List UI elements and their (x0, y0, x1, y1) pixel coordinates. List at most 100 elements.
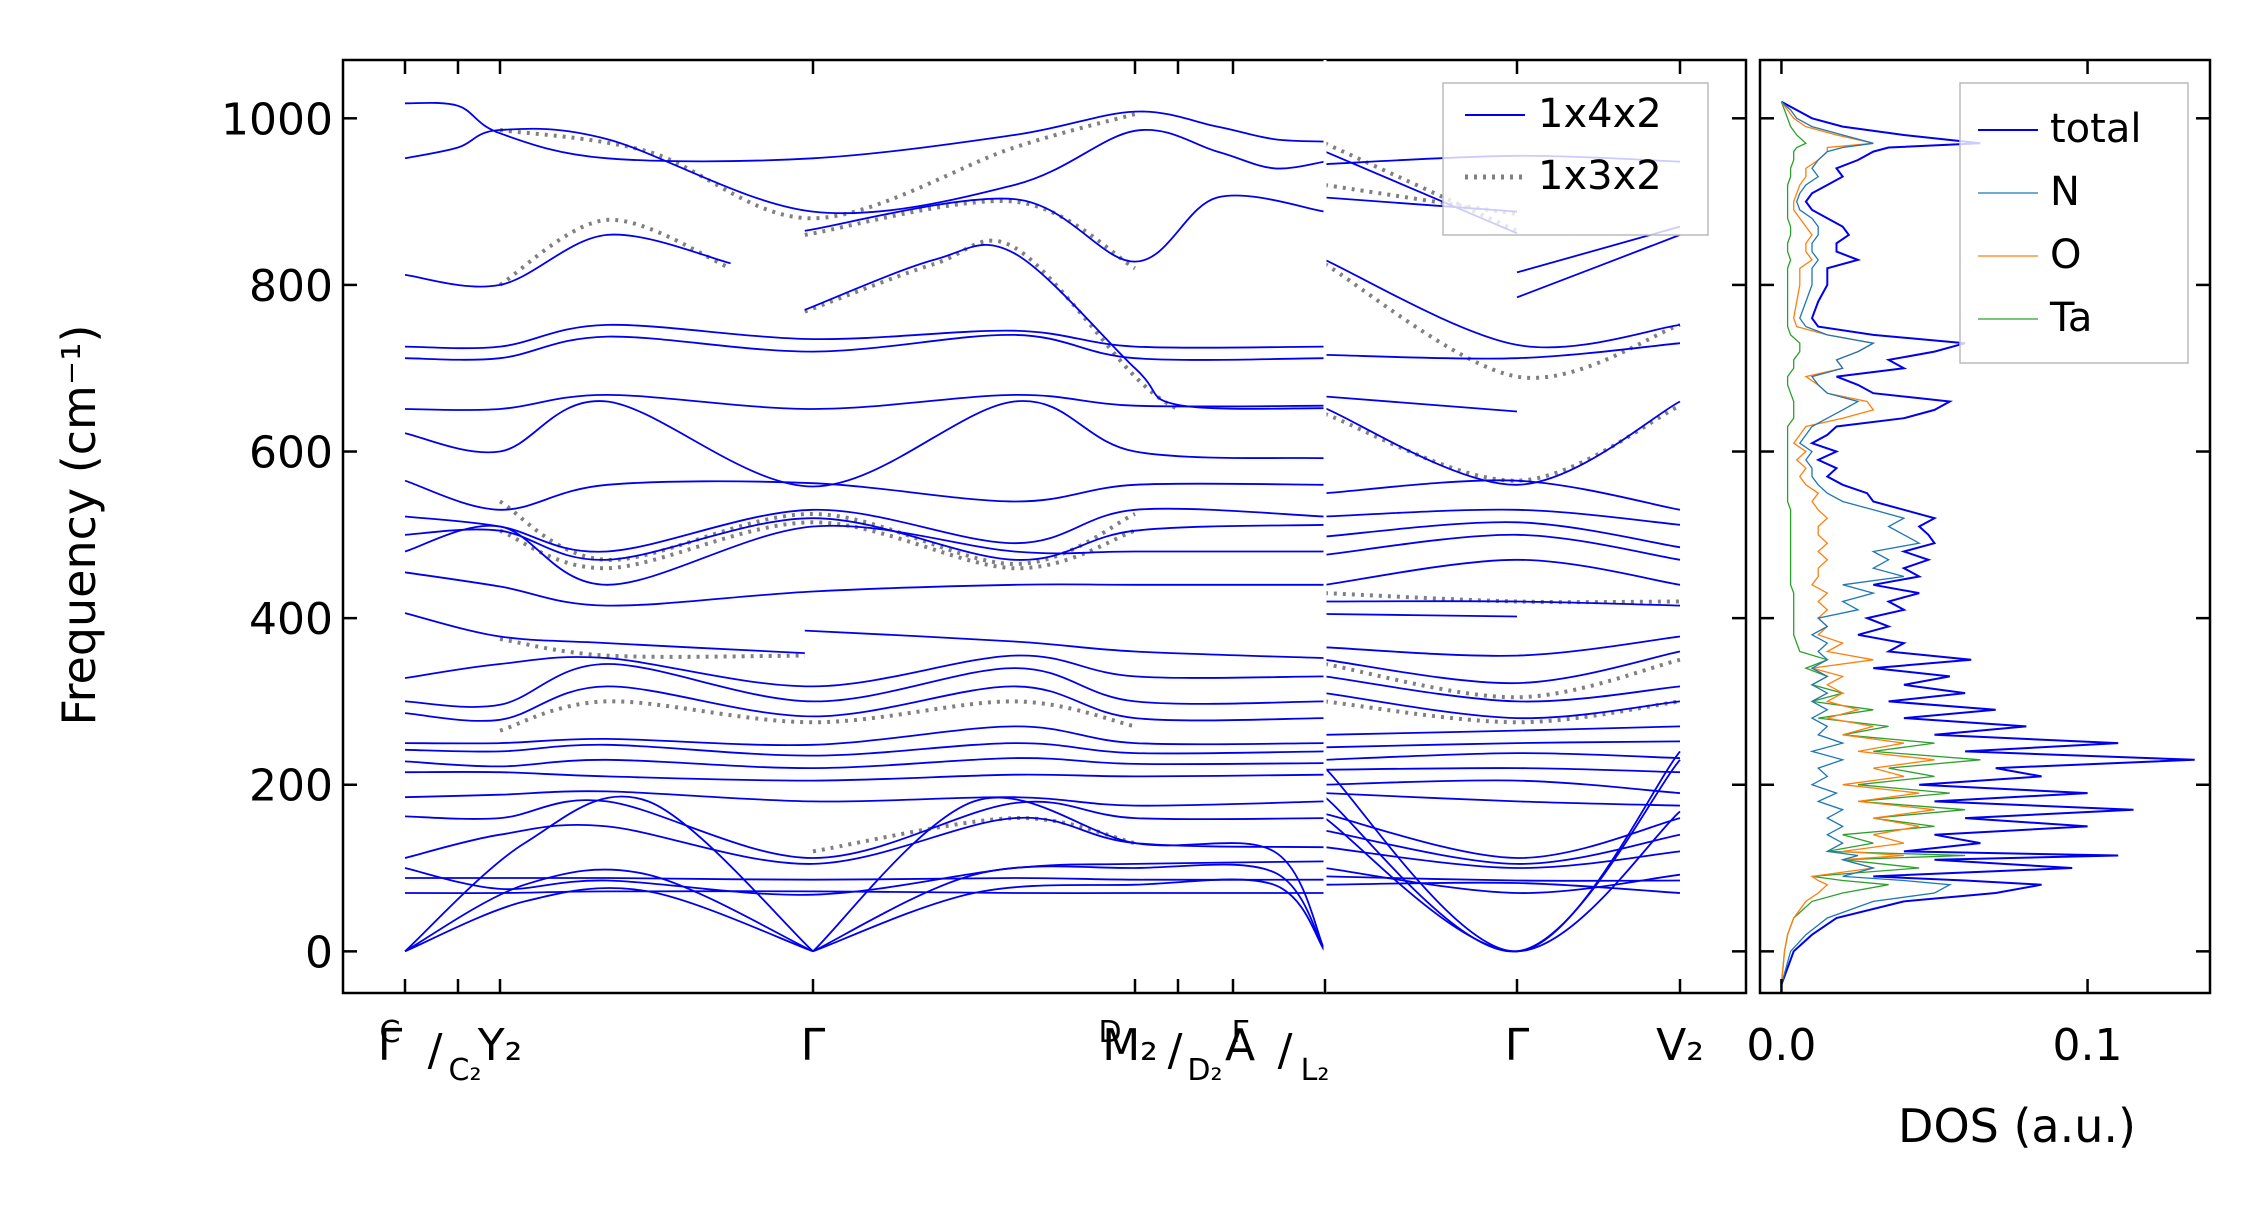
band-line-1x4x2-69 (1324, 810, 1681, 953)
band-line-1x4x2-42 (1324, 395, 1518, 413)
band-line-1x4x2-0 (404, 101, 1326, 163)
band-line-1x4x2-55 (1324, 725, 1681, 736)
x-tick-label-2: Γ (801, 1020, 826, 1071)
dos-line-Ta (1780, 101, 1981, 985)
band-line-1x4x2-57 (1324, 752, 1681, 761)
band-line-1x4x2-61 (1324, 813, 1681, 859)
band-line-1x4x2-29 (404, 795, 814, 952)
band-line-1x3x2-0 (499, 112, 1136, 221)
x-tick-label-5-main: Γ (1505, 1020, 1530, 1071)
band-line-1x4x2-23 (404, 790, 1326, 807)
band-line-1x4x2-17 (404, 663, 1326, 708)
band-line-1x4x2-25 (404, 816, 1326, 865)
band-line-1x4x2-5 (404, 323, 1326, 350)
band-line-1x4x2-33 (812, 863, 1326, 953)
dos-legend: total NO Ta (1959, 82, 2189, 364)
band-line-1x4x2-31 (404, 887, 814, 953)
band-line-1x4x2-56 (1324, 740, 1681, 749)
band-line-1x3x2-8 (812, 816, 1136, 854)
x-tick-label-4: AΓ / L₂ (1225, 1015, 1329, 1088)
band-line-1x4x2-34 (812, 878, 1326, 953)
x-tick-label-4-slash: / (1278, 1025, 1293, 1076)
dos-line-O (1780, 101, 1935, 985)
band-line-1x4x2-12 (404, 524, 1325, 586)
band-line-1x4x2-14 (404, 612, 805, 654)
dos-legend-label-N: N (2050, 169, 2080, 215)
band-line-1x4x2-21 (404, 757, 1326, 770)
band-line-1x4x2-8 (404, 400, 1326, 488)
dos-legend-label-total: total (2050, 106, 2141, 152)
x-tick-label-4-main: A (1225, 1020, 1255, 1071)
band-line-1x4x2-52 (1324, 650, 1681, 685)
band-line-1x4x2-32 (812, 796, 1326, 952)
y-tick-label-0: 0 (305, 927, 333, 978)
dos-x-tick-label-0.0: 0.0 (1746, 1020, 1816, 1071)
band-line-1x4x2-16 (404, 654, 1326, 688)
band-line-1x4x2-4 (804, 244, 1326, 410)
band-line-1x4x2-2 (404, 233, 731, 288)
band-lines-layer (404, 101, 1681, 953)
band-line-1x4x2-40 (1516, 234, 1681, 299)
band-line-1x4x2-66 (1324, 881, 1681, 894)
x-tick-label-5: Γ (1505, 1020, 1530, 1071)
band-line-1x3x2-14 (1324, 657, 1681, 700)
y-tick-label-400: 400 (249, 594, 333, 645)
y-axis-label: Frequency (cm⁻¹) (52, 325, 106, 726)
x-tick-label-2-main: Γ (801, 1020, 826, 1071)
x-tick-label-3-main: M₂ (1102, 1020, 1158, 1071)
dos-line-N (1780, 101, 1952, 985)
dos-legend-label-Ta: Ta (2049, 295, 2092, 341)
band-line-1x4x2-9 (404, 479, 1326, 511)
band-legend: 1x4x2 1x3x2 (1442, 82, 1709, 236)
band-line-1x4x2-60 (1324, 792, 1681, 807)
y-tick-label-200: 200 (249, 761, 333, 812)
band-axes-frame (341, 58, 1748, 995)
band-line-1x3x2-7 (499, 699, 1136, 733)
band-line-1x4x2-28 (404, 890, 1325, 895)
x-tick-label-1-main: Y₂ (477, 1020, 523, 1071)
band-line-1x3x2-5 (499, 520, 1136, 571)
band-line-1x4x2-51 (1324, 635, 1681, 657)
dos-line-total (1780, 100, 2195, 986)
band-legend-label-1x3x2: 1x3x2 (1538, 153, 1662, 199)
y-tick-label-800: 800 (249, 261, 333, 312)
band-line-1x4x2-1 (404, 127, 1326, 215)
band-line-1x4x2-50 (1324, 613, 1518, 618)
x-tick-label-0-main: Γ (378, 1020, 403, 1071)
dos-legend-label-O: O (2050, 232, 2081, 278)
band-line-1x4x2-65 (1324, 875, 1681, 882)
x-tick-label-3-slash: / (1168, 1025, 1183, 1076)
band-line-1x4x2-45 (1324, 508, 1681, 526)
band-line-1x4x2-18 (404, 685, 1326, 722)
y-tick-label-1000: 1000 (221, 94, 333, 145)
band-line-1x4x2-24 (404, 799, 1326, 859)
x-tick-label-3-sub: D₂ (1187, 1053, 1222, 1088)
band-line-1x3x2-15 (1324, 699, 1681, 725)
band-line-1x4x2-38 (1324, 259, 1681, 349)
x-tick-label-3-sup: D (1098, 1015, 1121, 1050)
band-line-1x4x2-44 (1324, 479, 1681, 511)
band-line-1x4x2-15 (804, 629, 1326, 659)
band-line-1x4x2-20 (404, 742, 1326, 757)
x-tick-label-1: Y₂ (477, 1020, 523, 1071)
band-line-1x4x2-59 (1324, 779, 1681, 794)
band-line-1x4x2-46 (1324, 521, 1681, 549)
band-legend-box (1442, 82, 1709, 236)
band-line-1x4x2-43 (1324, 400, 1681, 486)
band-line-1x4x2-3 (804, 194, 1326, 263)
band-line-1x4x2-10 (404, 507, 1326, 553)
x-tick-label-3: M₂D / D₂ (1098, 1015, 1222, 1088)
dos-axes-frame (1758, 58, 2212, 995)
dos-x-tick-label-0.1: 0.1 (2053, 1020, 2123, 1071)
band-line-1x4x2-58 (1324, 767, 1681, 774)
x-tick-label-0-slash: / (428, 1025, 443, 1076)
band-line-1x3x2-2 (804, 198, 1137, 271)
band-line-1x4x2-19 (404, 725, 1326, 747)
band-line-1x4x2-6 (404, 333, 1326, 361)
band-line-1x3x2-3 (804, 238, 1180, 412)
dos-axes-layer: 0.0 0.1 (1746, 58, 2212, 1071)
band-line-1x4x2-49 (1324, 600, 1681, 607)
